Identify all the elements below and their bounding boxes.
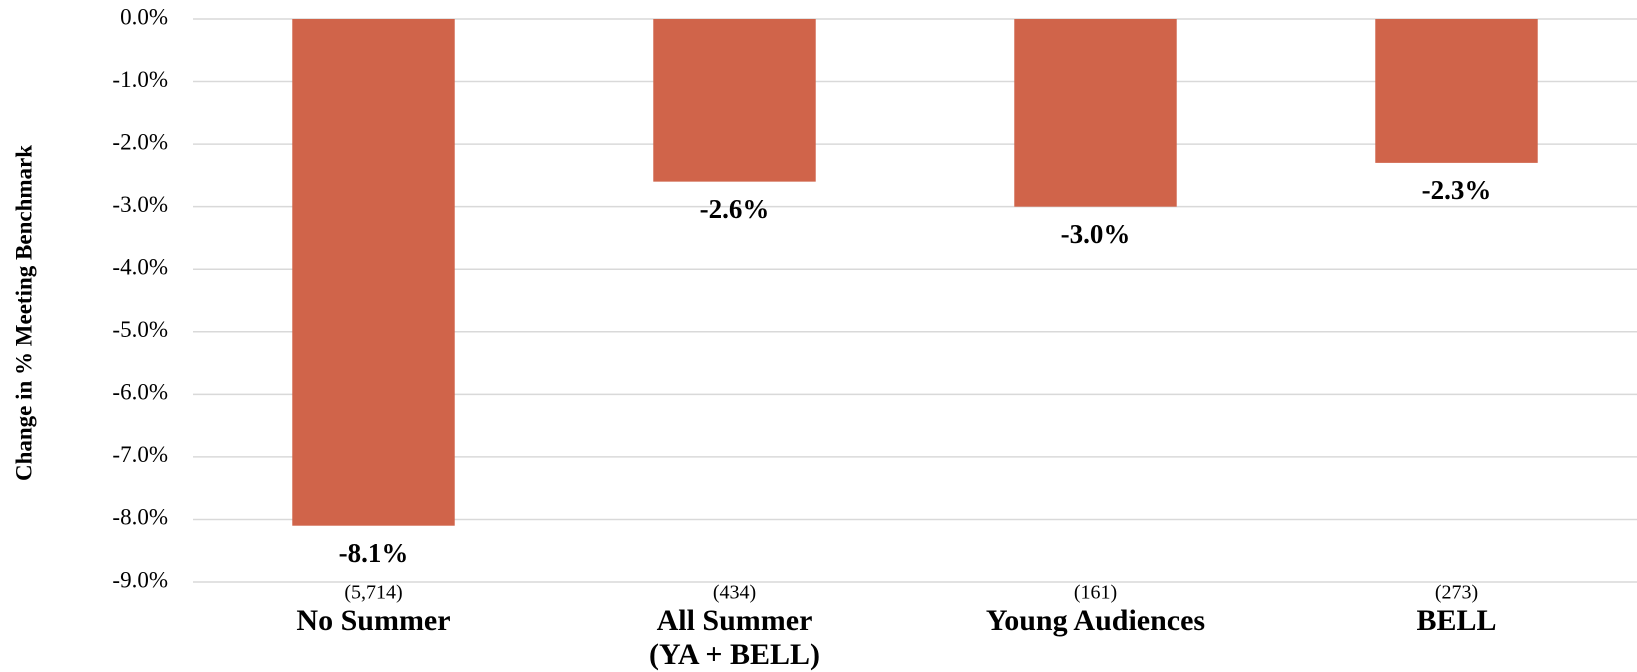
- y-tick-label: -6.0%: [112, 380, 168, 405]
- y-tick-label: -4.0%: [112, 255, 168, 280]
- sample-size: (161): [1074, 582, 1117, 604]
- y-tick-label: -9.0%: [112, 567, 168, 592]
- value-label: -2.3%: [1422, 175, 1492, 205]
- x-tick-label: All Summer (YA + BELL): [648, 604, 821, 671]
- x-tick-label: Young Audiences: [985, 604, 1206, 637]
- y-axis-title: Change in % Meeting Benchmark: [11, 145, 36, 481]
- y-tick-label: -5.0%: [112, 317, 168, 342]
- sample-size: (5,714): [344, 582, 402, 604]
- y-tick-label: -1.0%: [112, 67, 168, 92]
- x-tick-label: BELL: [1416, 604, 1497, 637]
- bar: [653, 19, 816, 182]
- y-tick-label: -7.0%: [112, 442, 168, 467]
- bar: [292, 19, 455, 526]
- value-label: -2.6%: [700, 194, 770, 224]
- bar: [1375, 19, 1538, 163]
- value-label: -8.1%: [339, 538, 409, 568]
- y-tick-label: -2.0%: [112, 129, 168, 154]
- sample-size: (434): [713, 582, 756, 604]
- value-label: -3.0%: [1061, 219, 1131, 249]
- bar: [1014, 19, 1177, 207]
- y-tick-label: -8.0%: [112, 505, 168, 530]
- y-tick-label: 0.0%: [120, 4, 168, 29]
- x-tick-label: No Summer: [296, 604, 451, 637]
- sample-size: (273): [1435, 582, 1478, 604]
- y-tick-label: -3.0%: [112, 192, 168, 217]
